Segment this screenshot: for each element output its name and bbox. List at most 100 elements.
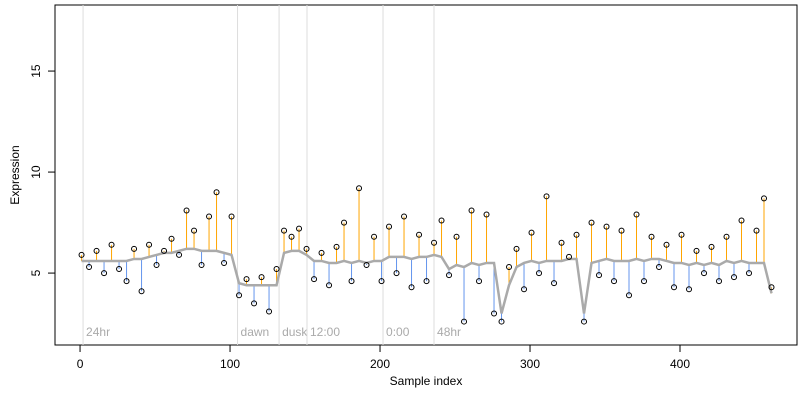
y-tick-label: 5 [29, 269, 43, 276]
point [731, 274, 738, 281]
point [513, 245, 520, 252]
point [221, 259, 228, 266]
point [693, 247, 700, 254]
point [288, 233, 295, 240]
point [506, 264, 513, 271]
point [453, 233, 460, 240]
point [206, 213, 213, 220]
point [243, 276, 250, 283]
point [678, 231, 685, 238]
point [356, 185, 363, 192]
point [716, 278, 723, 285]
point [78, 251, 85, 258]
x-tick-label: 400 [670, 357, 690, 371]
point [528, 229, 535, 236]
point [701, 270, 708, 277]
point [558, 239, 565, 246]
point [296, 225, 303, 232]
point [408, 284, 415, 291]
point [101, 270, 108, 277]
point [341, 219, 348, 226]
point [86, 264, 93, 271]
point [476, 278, 483, 285]
x-tick-label: 100 [220, 357, 240, 371]
x-tick-label: 200 [370, 357, 390, 371]
point [108, 241, 115, 248]
y-tick-label: 15 [29, 64, 43, 78]
point [258, 274, 265, 281]
point [183, 207, 190, 214]
point [461, 318, 468, 325]
point [761, 195, 768, 202]
plot-frame [54, 4, 798, 346]
point [588, 219, 595, 226]
point [656, 264, 663, 271]
point [228, 213, 235, 220]
point [573, 231, 580, 238]
point [93, 247, 100, 254]
point [116, 266, 123, 273]
point [333, 243, 340, 250]
point [176, 251, 183, 258]
point [671, 284, 678, 291]
point [468, 207, 475, 214]
marker-label: 0:00 [386, 325, 410, 339]
point [498, 318, 505, 325]
marker-label: dusk [282, 325, 308, 339]
point [566, 253, 573, 260]
point [663, 241, 670, 248]
point [191, 227, 198, 234]
point [416, 231, 423, 238]
point [753, 227, 760, 234]
point [723, 233, 730, 240]
point [123, 278, 130, 285]
x-tick-label: 0 [77, 357, 84, 371]
point [768, 284, 775, 291]
point [318, 249, 325, 256]
point [168, 235, 175, 242]
point [138, 288, 145, 295]
point [536, 270, 543, 277]
point [281, 227, 288, 234]
point [266, 308, 273, 315]
baseline [81, 247, 773, 314]
marker-label: dawn [241, 325, 270, 339]
x-axis-title: Sample index [390, 374, 463, 388]
point [371, 233, 378, 240]
y-axis-title: Expression [8, 145, 22, 204]
point [633, 211, 640, 218]
point [746, 270, 753, 277]
point [251, 300, 258, 307]
point [431, 239, 438, 246]
point [483, 211, 490, 218]
point [648, 233, 655, 240]
point [363, 262, 370, 268]
point [438, 217, 445, 224]
point [378, 278, 385, 285]
point [596, 272, 603, 279]
y-tick-label: 10 [29, 165, 43, 179]
point [423, 278, 430, 285]
marker-label: 12:00 [310, 325, 340, 339]
point [708, 243, 715, 250]
point [491, 310, 498, 317]
point [603, 223, 610, 230]
point [273, 266, 280, 273]
point [551, 280, 558, 287]
point [521, 286, 528, 293]
point [401, 213, 408, 220]
point [146, 241, 153, 248]
point [213, 189, 220, 196]
point [581, 318, 588, 325]
point [386, 223, 393, 230]
point [543, 193, 550, 200]
x-tick-label: 300 [520, 357, 540, 371]
point [236, 292, 243, 299]
point [131, 245, 138, 252]
point [161, 247, 168, 254]
marker-label: 48hr [437, 325, 461, 339]
point [153, 262, 160, 268]
point [618, 227, 625, 234]
point [348, 278, 355, 285]
